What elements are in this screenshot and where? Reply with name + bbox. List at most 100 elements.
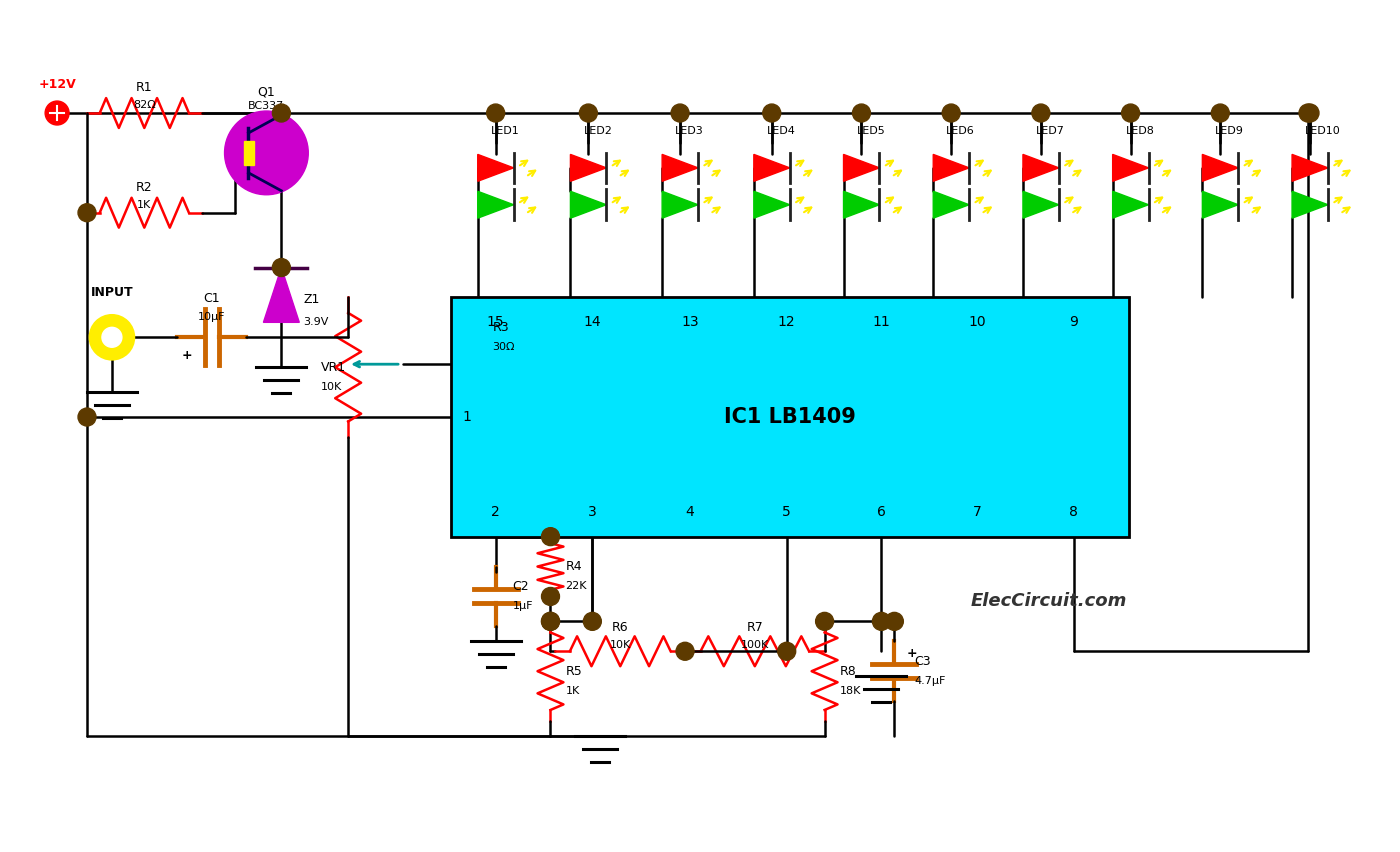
Polygon shape [662, 154, 699, 181]
Text: LED7: LED7 [1036, 126, 1065, 136]
Text: 4.7μF: 4.7μF [914, 676, 945, 686]
Polygon shape [1023, 154, 1058, 181]
Circle shape [542, 613, 560, 630]
Circle shape [763, 104, 781, 122]
Text: 12: 12 [778, 315, 795, 330]
Circle shape [1301, 104, 1319, 122]
Text: LED1: LED1 [490, 126, 519, 136]
Text: C3: C3 [914, 654, 931, 668]
Polygon shape [844, 154, 879, 181]
Circle shape [778, 642, 795, 660]
Bar [245, 141, 255, 164]
Circle shape [542, 527, 560, 545]
Text: +: + [182, 349, 192, 362]
Text: 5: 5 [783, 504, 791, 519]
Polygon shape [570, 191, 606, 218]
Polygon shape [753, 191, 790, 218]
Polygon shape [934, 154, 969, 181]
Text: LED3: LED3 [675, 126, 704, 136]
Polygon shape [263, 268, 300, 322]
Text: INPUT: INPUT [91, 286, 133, 299]
Text: 11: 11 [872, 315, 890, 330]
Text: 6: 6 [876, 504, 886, 519]
Circle shape [1121, 104, 1140, 122]
Text: Z1: Z1 [304, 293, 319, 307]
Circle shape [580, 104, 598, 122]
Text: R5: R5 [566, 665, 582, 677]
Text: 82Ω: 82Ω [133, 100, 155, 110]
Polygon shape [1113, 154, 1148, 181]
FancyBboxPatch shape [451, 297, 1128, 537]
Circle shape [542, 588, 560, 606]
Text: 9: 9 [1070, 315, 1078, 330]
Text: R6: R6 [612, 621, 629, 635]
Polygon shape [477, 154, 514, 181]
Circle shape [816, 613, 833, 630]
Text: LED6: LED6 [946, 126, 974, 136]
Circle shape [487, 104, 504, 122]
Text: 1μF: 1μF [512, 602, 533, 612]
Text: 1: 1 [463, 410, 472, 424]
Polygon shape [753, 154, 790, 181]
Polygon shape [844, 191, 879, 218]
Circle shape [872, 613, 890, 630]
Circle shape [45, 101, 69, 125]
Text: 10μF: 10μF [197, 313, 225, 322]
Text: 8: 8 [1070, 504, 1078, 519]
Polygon shape [662, 191, 699, 218]
Text: 15: 15 [487, 315, 504, 330]
Text: R7: R7 [746, 621, 763, 635]
Text: 3: 3 [588, 504, 596, 519]
Text: LED5: LED5 [857, 126, 885, 136]
Circle shape [1299, 104, 1317, 122]
Text: LED9: LED9 [1215, 126, 1245, 136]
Polygon shape [477, 191, 514, 218]
Text: LED10: LED10 [1305, 126, 1341, 136]
Text: LED4: LED4 [767, 126, 795, 136]
Circle shape [273, 258, 290, 277]
Circle shape [542, 613, 560, 630]
Text: 100K: 100K [741, 640, 769, 650]
Circle shape [584, 613, 602, 630]
Circle shape [273, 104, 290, 122]
Circle shape [1032, 104, 1050, 122]
Polygon shape [1203, 154, 1238, 181]
Polygon shape [1292, 154, 1329, 181]
Text: 3.9V: 3.9V [304, 317, 329, 327]
Text: R1: R1 [136, 81, 153, 94]
Polygon shape [934, 191, 969, 218]
Text: 10K: 10K [609, 640, 631, 650]
Circle shape [676, 642, 694, 660]
Text: 4: 4 [686, 504, 694, 519]
Text: LED8: LED8 [1126, 126, 1155, 136]
Polygon shape [570, 154, 606, 181]
Circle shape [224, 111, 308, 195]
Text: 2: 2 [491, 504, 500, 519]
Text: +12V: +12V [38, 78, 76, 91]
Circle shape [78, 408, 97, 426]
Circle shape [885, 613, 903, 630]
Text: 14: 14 [584, 315, 601, 330]
Circle shape [102, 327, 122, 348]
Text: ElecCircuit.com: ElecCircuit.com [970, 592, 1127, 610]
Polygon shape [1023, 191, 1058, 218]
Text: C1: C1 [203, 292, 220, 305]
Text: C2: C2 [512, 580, 529, 593]
Text: +: + [906, 647, 917, 659]
Circle shape [671, 104, 689, 122]
Polygon shape [1292, 191, 1329, 218]
Polygon shape [1203, 191, 1238, 218]
Text: R3: R3 [493, 321, 510, 334]
Text: 10K: 10K [321, 383, 343, 392]
Circle shape [90, 315, 134, 360]
Text: 22K: 22K [566, 581, 587, 591]
Circle shape [1211, 104, 1229, 122]
Text: LED2: LED2 [584, 126, 612, 136]
Text: 7: 7 [973, 504, 981, 519]
Circle shape [942, 104, 960, 122]
Text: R2: R2 [136, 181, 153, 193]
Text: 18K: 18K [840, 686, 861, 696]
Polygon shape [1113, 191, 1148, 218]
Text: R4: R4 [566, 560, 582, 573]
Text: IC1 LB1409: IC1 LB1409 [724, 407, 855, 427]
